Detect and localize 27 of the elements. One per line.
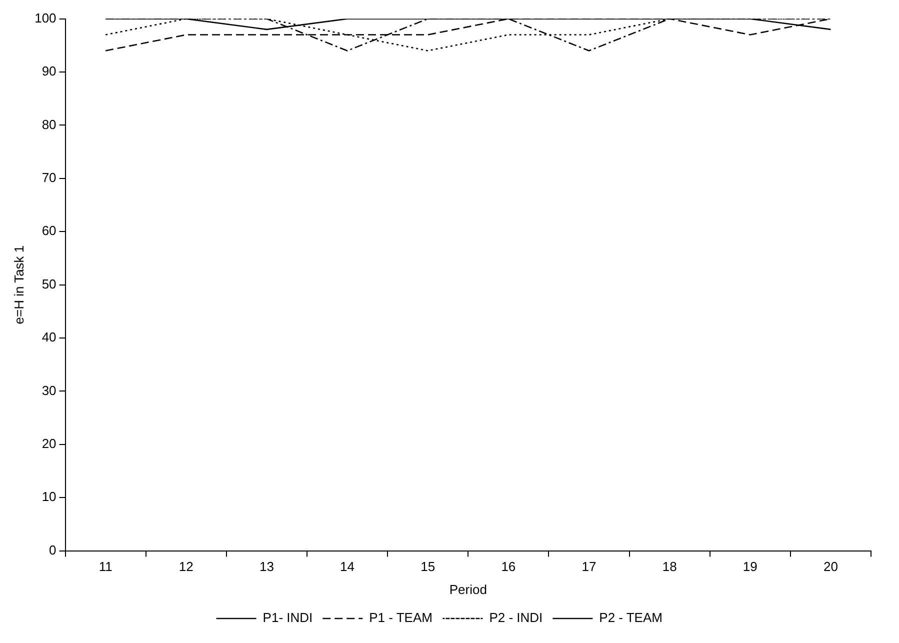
x-tick-label: 17 [582,559,596,574]
x-tick-label: 13 [259,559,274,574]
y-tick-label: 10 [42,489,56,504]
x-tick-label: 16 [501,559,516,574]
y-tick-label: 80 [42,116,56,132]
x-tick-label: 19 [742,559,758,574]
x-axis-title: Period [449,582,487,597]
x-tick-label: 12 [178,559,194,574]
legend-label: P2 - TEAM [599,610,662,626]
y-tick-label: 60 [42,223,56,238]
x-tick-label: 14 [340,559,355,574]
y-tick-label: 0 [49,542,56,558]
legend-label: P2 - INDI [489,610,543,626]
y-tick-label: 40 [42,330,56,345]
y-tick-label: 50 [42,276,56,292]
y-tick-label: 100 [34,10,56,26]
y-tick-label: 70 [42,170,56,185]
y-tick-label: 30 [42,382,56,398]
y-tick-label: 90 [42,64,56,79]
x-tick-label: 15 [420,559,436,574]
x-tick-label: 11 [98,559,112,574]
y-axis-title: e=H in Task 1 [11,245,26,324]
legend-label: P1 - TEAM [369,610,432,626]
x-tick-label: 20 [823,559,838,574]
x-tick-label: 18 [662,559,677,574]
y-tick-label: 20 [42,436,56,451]
legend-label: P1- INDI [262,610,313,626]
